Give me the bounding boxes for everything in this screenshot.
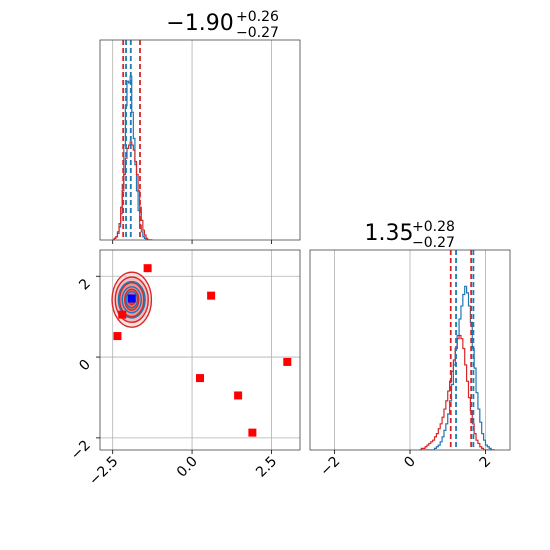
x-tick-label: −2.5 bbox=[86, 454, 121, 489]
red-point bbox=[118, 310, 127, 319]
marginal-1-frame bbox=[99, 39, 301, 241]
marginal-1-panel bbox=[99, 39, 301, 244]
joint-y-ticks: −2 0 2 bbox=[68, 276, 100, 463]
marginal-1-title-sub: −0.27 bbox=[236, 25, 279, 41]
red-point bbox=[207, 291, 216, 300]
red-point bbox=[248, 428, 257, 437]
marginal-1-title: −1.90 bbox=[166, 11, 233, 36]
joint-grid bbox=[100, 250, 300, 450]
marginal-2-title-sup: +0.28 bbox=[412, 219, 455, 235]
blue-point bbox=[127, 294, 136, 303]
red-point bbox=[143, 264, 152, 273]
marginal-2-title: 1.35 bbox=[365, 221, 414, 246]
marginal-1-title-main: −1.90 bbox=[166, 11, 233, 36]
red-point bbox=[283, 357, 292, 366]
marginal-2-title-main: 1.35 bbox=[365, 221, 414, 246]
marginal-1-grid bbox=[112, 40, 272, 244]
red-point bbox=[234, 391, 243, 400]
marginal-1-marks bbox=[112, 40, 153, 240]
x-tick-label: 2 bbox=[477, 454, 495, 472]
x-tick-label: 2.5 bbox=[253, 454, 280, 481]
x-tick-label: −2 bbox=[317, 454, 343, 480]
histogram-series-1 bbox=[112, 75, 153, 240]
marginal-2-panel: −2 0 2 bbox=[309, 249, 511, 479]
red-point bbox=[113, 332, 122, 341]
histogram-series-1 bbox=[419, 285, 495, 450]
marginal-2-marks bbox=[419, 250, 495, 450]
histogram-series-2 bbox=[112, 141, 153, 240]
x-tick-label: 0.0 bbox=[174, 454, 201, 481]
blue-contour-level-3 bbox=[125, 290, 139, 309]
histogram-series-2 bbox=[419, 334, 495, 450]
joint-frame bbox=[99, 249, 301, 451]
y-tick-label: 2 bbox=[76, 276, 94, 294]
blue-contour-level-2 bbox=[121, 286, 142, 314]
y-tick-label: 0 bbox=[76, 357, 94, 375]
marginal-2-x-ticks: −2 0 2 bbox=[317, 450, 494, 479]
y-tick-label: −2 bbox=[68, 437, 94, 463]
red-point bbox=[196, 374, 204, 383]
x-tick-label: 0 bbox=[401, 454, 419, 472]
joint-x-ticks: −2.5 0.0 2.5 bbox=[86, 450, 280, 489]
joint-panel: −2.5 0.0 2.5 −2 0 2 bbox=[68, 249, 301, 489]
marginal-2-title-sub: −0.27 bbox=[412, 235, 455, 251]
joint-marks bbox=[111, 264, 292, 437]
marginal-1-title-sup: +0.26 bbox=[236, 9, 279, 25]
blue-contour-level-1 bbox=[117, 280, 146, 319]
marginal-2-grid bbox=[334, 250, 486, 450]
